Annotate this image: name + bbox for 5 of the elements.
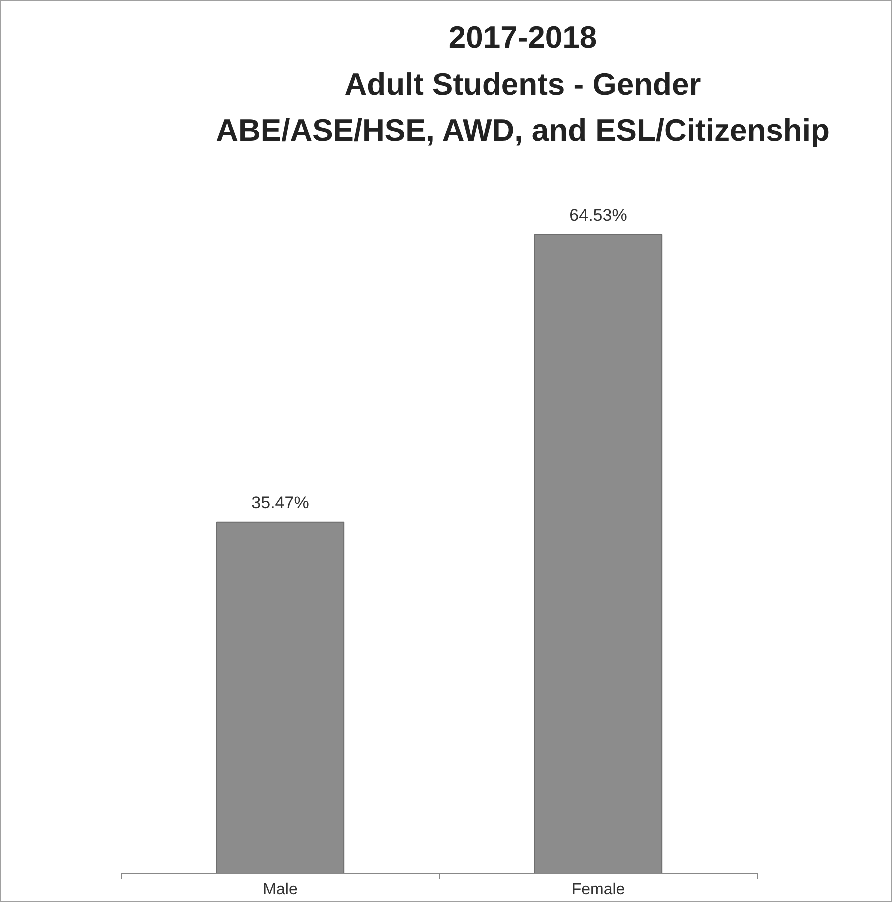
x-tick-label: Female: [572, 882, 626, 898]
chart-title: 2017-2018 Adult Students - Gender ABE/ASE/HSE, AWD, and ESL/Citizenship: [216, 19, 830, 150]
x-tick-label: Male: [263, 882, 298, 898]
data-label: 35.47%: [252, 493, 310, 512]
data-label: 64.53%: [570, 206, 628, 225]
